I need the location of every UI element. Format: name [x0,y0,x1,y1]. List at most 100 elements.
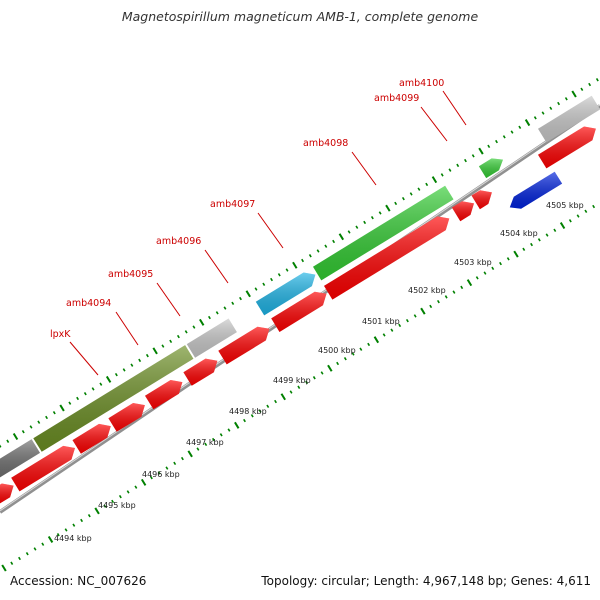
ruler-minor-tick [436,299,440,304]
gene-label-leader [69,341,99,376]
ruler-minor-tick [429,304,433,309]
ruler-minor-tick [41,542,45,546]
ruler-minor-tick [180,456,184,461]
ruler-major-tick [513,250,519,258]
feature-red-11-shade [471,190,492,210]
outer-minor-tick [223,306,227,310]
ruler-minor-tick [25,552,29,556]
outer-major-tick [152,347,158,355]
feature-blue-reverse-shade [509,171,563,209]
feature-green-short-shade [478,158,503,179]
ruler-minor-tick [483,271,487,275]
ruler-minor-tick [126,490,130,494]
outer-minor-tick [122,368,126,372]
gene-label-leader [351,151,377,186]
ruler-minor-tick [343,357,347,361]
outer-minor-tick [549,106,553,110]
gene-label: amb4094 [66,298,111,309]
gene-label-layer: lpxK amb4094 amb4095 amb4096 amb4097 amb4098 a… [50,78,467,376]
ruler-major-tick [1,564,7,572]
ruler-major-tick [280,393,286,401]
outer-minor-tick [270,277,273,282]
feature-grey-light-shade [186,318,237,358]
ruler-minor-tick [173,461,177,466]
feature-red-5-shade [145,380,183,410]
ruler-minor-tick [157,471,161,475]
outer-minor-tick [301,258,305,263]
feature-grey-top-shade [538,95,600,143]
ruler-minor-tick [592,204,596,209]
outer-major-tick [292,261,298,269]
outer-minor-tick [207,315,211,320]
ruler-minor-tick [390,328,394,332]
ruler-major-tick [559,222,566,230]
outer-minor-tick [456,163,460,168]
outer-minor-tick [192,325,196,329]
ruler-minor-tick [305,380,309,385]
ruler-minor-tick [87,513,91,518]
ruler-label: 4499 kbp [273,376,311,385]
outer-minor-tick [409,192,413,196]
ruler-label: 4495 kbp [98,501,136,510]
ruler-minor-tick [219,433,223,437]
outer-minor-tick [595,78,599,82]
outer-minor-tick [169,339,173,344]
ruler-major-tick [94,507,100,515]
outer-minor-tick [76,396,80,401]
ruler-label: 4496 kbp [142,470,180,479]
ruler-minor-tick [10,561,14,565]
outer-minor-tick [91,387,95,391]
feature-red-9-shade [324,216,450,300]
ruler-label: 4503 kbp [454,258,492,267]
ruler-minor-tick [506,257,510,261]
outer-minor-tick [239,296,242,301]
ruler-minor-tick [460,285,464,290]
ruler-minor-tick [227,428,231,432]
gene-label: amb4098 [303,138,348,149]
ruler-minor-tick [33,547,37,551]
outer-minor-tick [440,173,444,177]
gene-label-leader [115,311,139,346]
ruler-minor-tick [576,214,580,218]
outer-minor-tick [324,244,328,248]
ruler-minor-tick [382,333,386,337]
accession-text: Accession: NC_007626 [10,574,147,588]
outer-minor-tick [0,444,2,448]
ruler-major-tick [327,364,333,372]
outer-major-tick [105,375,112,383]
ruler-minor-tick [351,352,355,356]
outer-minor-tick [510,130,514,134]
ruler-label: 4497 kbp [186,438,224,447]
ruler-minor-tick [491,266,495,271]
ruler-major-tick [234,421,240,429]
ruler-minor-tick [398,323,402,328]
ruler-minor-tick [149,475,153,480]
ruler-minor-tick [522,247,526,252]
outer-major-tick [478,147,484,155]
outer-minor-tick [448,168,452,172]
ruler-minor-tick [530,242,534,247]
ruler-label: 4505 kbp [546,201,584,210]
ruler-major-tick [373,336,380,344]
outer-minor-tick [262,282,266,286]
feature-red-2-shade [11,445,75,492]
outer-major-tick [385,204,391,212]
ruler-minor-tick [312,376,316,380]
outer-minor-tick [355,225,359,229]
feature-red-4-shade [108,403,145,432]
ruler-minor-tick [413,314,417,318]
ruler-minor-tick [537,238,541,242]
outer-minor-tick [37,420,41,424]
ruler-minor-tick [118,494,122,499]
outer-tick-track [0,78,599,448]
outer-minor-tick [370,215,374,220]
feature-green-long-shade [313,185,454,281]
outer-minor-tick [495,139,498,144]
outer-minor-tick [215,311,219,315]
ruler-label: 4500 kbp [318,346,356,355]
outer-minor-tick [145,353,149,358]
outer-minor-tick [68,401,72,405]
outer-minor-tick [464,158,467,163]
ruler-minor-tick [72,523,76,527]
